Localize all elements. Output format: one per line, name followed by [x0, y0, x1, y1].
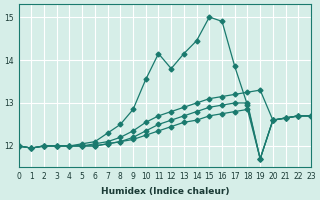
X-axis label: Humidex (Indice chaleur): Humidex (Indice chaleur)	[100, 187, 229, 196]
